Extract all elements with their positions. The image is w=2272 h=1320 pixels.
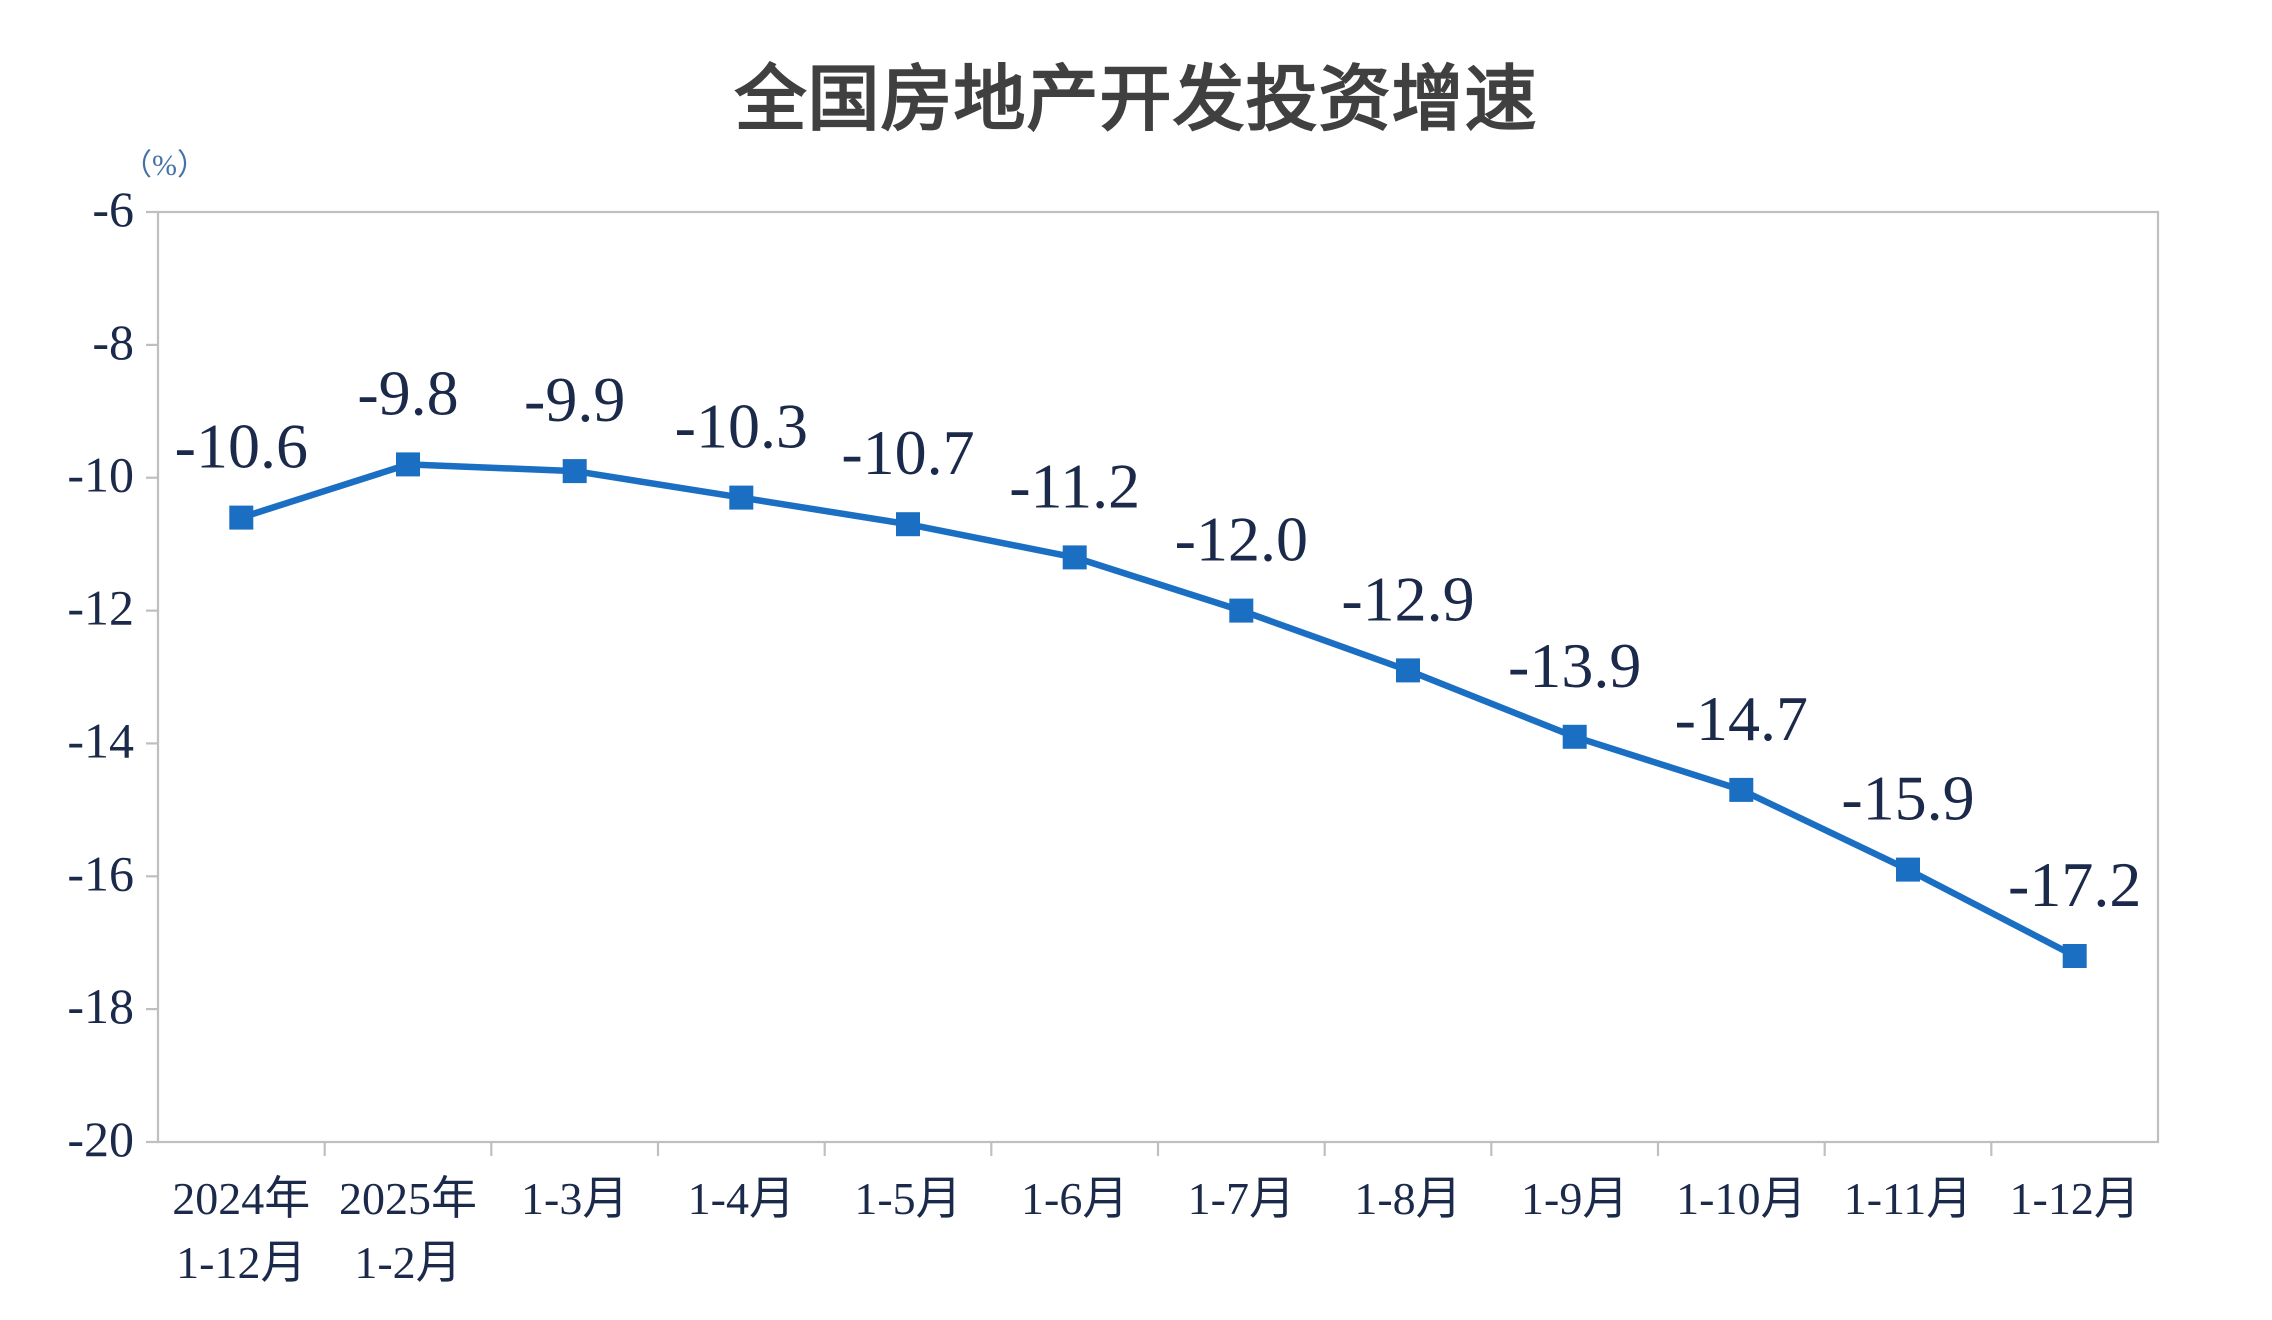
svg-text:-16: -16: [67, 845, 134, 901]
svg-text:-12: -12: [67, 580, 134, 636]
svg-text:-9.9: -9.9: [524, 364, 625, 435]
svg-text:-10.3: -10.3: [675, 391, 808, 462]
svg-text:-14.7: -14.7: [1675, 683, 1808, 754]
svg-text:-17.2: -17.2: [2008, 849, 2141, 920]
svg-text:-10: -10: [67, 447, 134, 503]
svg-text:-8: -8: [92, 314, 134, 370]
svg-text:-6: -6: [92, 181, 134, 237]
svg-text:-20: -20: [67, 1111, 134, 1167]
svg-text:-11.2: -11.2: [1009, 450, 1140, 521]
svg-text:-9.8: -9.8: [357, 357, 458, 428]
svg-text:-14: -14: [67, 712, 134, 768]
svg-text:-12.9: -12.9: [1341, 563, 1474, 634]
svg-text:-10.6: -10.6: [175, 411, 308, 482]
svg-text:-15.9: -15.9: [1841, 763, 1974, 834]
svg-text:-13.9: -13.9: [1508, 630, 1641, 701]
svg-text:-12.0: -12.0: [1175, 504, 1308, 575]
svg-text:-10.7: -10.7: [841, 417, 974, 488]
svg-text:-18: -18: [67, 978, 134, 1034]
